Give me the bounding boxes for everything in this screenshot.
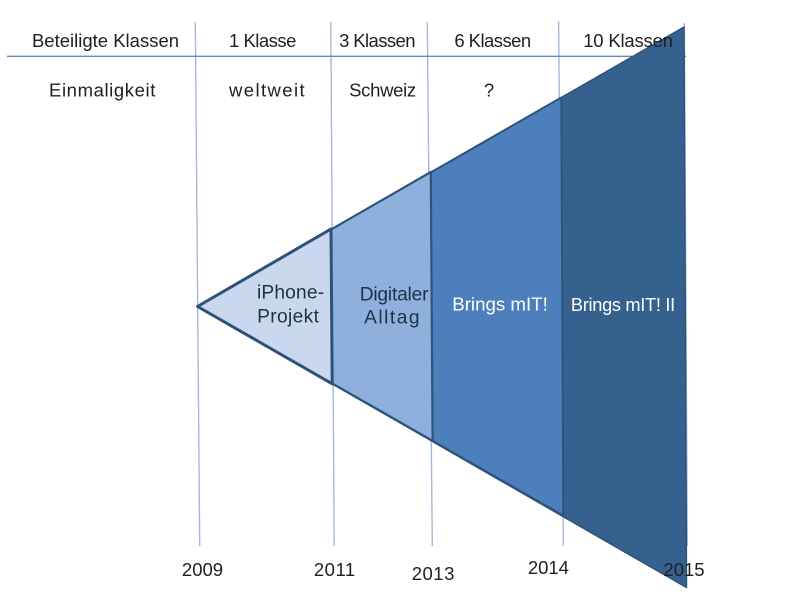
- svg-text:Beteiligte Klassen: Beteiligte Klassen: [32, 30, 179, 51]
- svg-text:?: ?: [484, 80, 494, 101]
- svg-text:10 Klassen: 10 Klassen: [583, 30, 673, 51]
- svg-text:iPhone-: iPhone-: [257, 282, 324, 303]
- svg-text:Brings mIT!: Brings mIT!: [452, 294, 548, 315]
- svg-text:1 Klasse: 1 Klasse: [229, 30, 296, 51]
- svg-text:Brings mIT! II: Brings mIT! II: [571, 295, 675, 315]
- svg-text:Schweiz: Schweiz: [349, 80, 416, 101]
- svg-text:3 Klassen: 3 Klassen: [339, 30, 415, 51]
- svg-text:2013: 2013: [412, 563, 455, 584]
- svg-text:Projekt: Projekt: [257, 307, 319, 328]
- svg-text:weltweit: weltweit: [228, 80, 306, 101]
- svg-text:Digitaler: Digitaler: [360, 285, 429, 306]
- svg-text:6 Klassen: 6 Klassen: [454, 30, 531, 51]
- svg-text:Einmaligkeit: Einmaligkeit: [49, 80, 156, 101]
- svg-text:2011: 2011: [314, 559, 356, 580]
- svg-text:2015: 2015: [663, 559, 704, 580]
- svg-text:Alltag: Alltag: [364, 307, 421, 328]
- svg-text:2009: 2009: [182, 559, 223, 580]
- svg-text:2014: 2014: [528, 557, 569, 578]
